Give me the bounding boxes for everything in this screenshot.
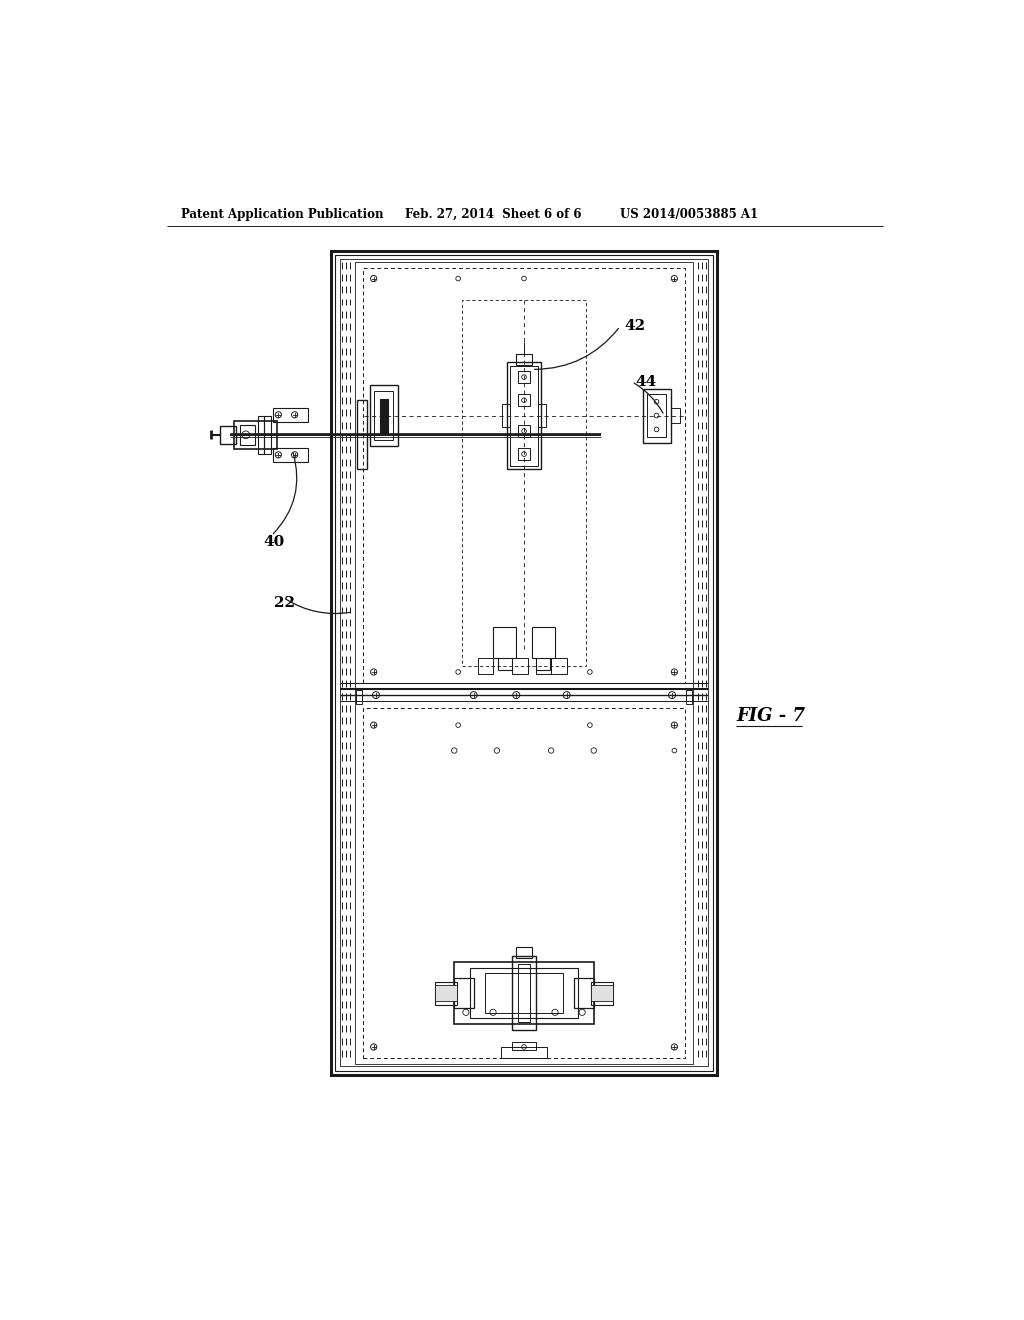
Bar xyxy=(643,388,671,442)
Bar xyxy=(477,659,493,673)
Bar xyxy=(370,385,397,446)
Bar xyxy=(512,659,528,673)
Bar xyxy=(375,391,393,441)
Bar xyxy=(220,425,236,444)
Bar xyxy=(538,404,546,428)
Bar xyxy=(503,404,510,428)
Bar xyxy=(258,416,264,454)
Bar xyxy=(362,708,685,1057)
Bar xyxy=(507,362,541,470)
Bar xyxy=(273,447,308,462)
Bar xyxy=(501,1047,547,1057)
Bar xyxy=(512,1043,536,1051)
Bar xyxy=(362,268,685,682)
Bar xyxy=(536,659,551,673)
Bar xyxy=(647,395,666,437)
Text: 40: 40 xyxy=(263,535,285,549)
Bar xyxy=(516,946,531,958)
Bar xyxy=(485,973,563,1014)
Text: FIG - 7: FIG - 7 xyxy=(736,708,805,725)
Bar xyxy=(518,371,530,383)
Bar xyxy=(455,962,594,1024)
Bar xyxy=(516,354,531,364)
Bar xyxy=(551,659,566,673)
Bar xyxy=(493,627,516,659)
Bar xyxy=(686,690,692,705)
Bar xyxy=(264,416,270,454)
Bar xyxy=(574,978,594,1008)
Bar xyxy=(435,985,457,1001)
Bar xyxy=(518,447,530,461)
Text: 22: 22 xyxy=(273,597,295,610)
Bar xyxy=(592,982,613,1005)
Bar xyxy=(331,251,717,1074)
Bar xyxy=(355,261,693,1064)
Bar xyxy=(455,978,474,1008)
Text: Feb. 27, 2014  Sheet 6 of 6: Feb. 27, 2014 Sheet 6 of 6 xyxy=(406,209,582,222)
Bar xyxy=(671,408,680,424)
Bar xyxy=(234,421,276,449)
Text: Patent Application Publication: Patent Application Publication xyxy=(180,209,383,222)
Text: 44: 44 xyxy=(636,375,656,388)
Bar xyxy=(380,399,388,433)
Bar xyxy=(592,985,613,1001)
Text: 42: 42 xyxy=(624,319,645,333)
Bar xyxy=(518,425,530,437)
Bar xyxy=(518,964,530,1022)
Bar xyxy=(470,969,579,1018)
Bar xyxy=(335,255,713,1071)
Bar xyxy=(356,690,362,705)
Bar xyxy=(273,408,308,422)
Bar xyxy=(462,300,586,665)
Text: US 2014/0053885 A1: US 2014/0053885 A1 xyxy=(621,209,758,222)
Bar xyxy=(510,366,538,466)
Bar xyxy=(512,956,536,1030)
Bar xyxy=(435,982,457,1005)
Bar xyxy=(518,395,530,407)
Bar xyxy=(240,425,255,445)
Bar xyxy=(340,259,709,1067)
Bar xyxy=(356,400,368,470)
Bar xyxy=(531,627,555,659)
